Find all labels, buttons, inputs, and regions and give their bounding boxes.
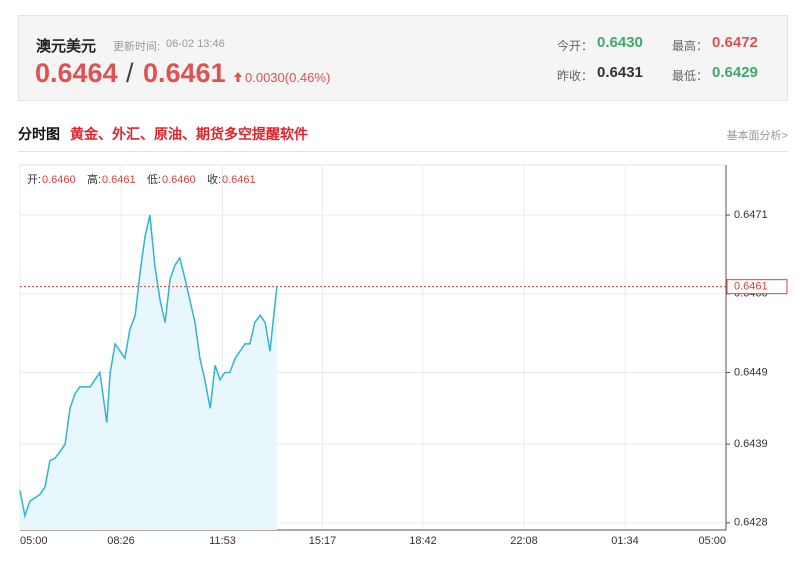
price-separator: / xyxy=(126,58,134,88)
update-time: 06-02 13:46 xyxy=(166,38,225,50)
summary-value: 0.6460 xyxy=(162,174,196,186)
reference-label: 0.6461 xyxy=(734,281,768,293)
bid-price: 0.6464 xyxy=(35,58,118,88)
x-tick-label: 05:00 xyxy=(698,535,726,547)
stat-label: 今开： xyxy=(557,39,594,53)
summary-value: 0.6461 xyxy=(102,174,136,186)
price-change: 0.0030(0.46%) xyxy=(245,70,331,85)
section-title: 分时图 xyxy=(18,126,60,142)
quote-header xyxy=(18,15,788,101)
divider xyxy=(18,151,788,152)
x-tick-label: 11:53 xyxy=(209,535,236,547)
summary-label: 低: xyxy=(147,173,161,186)
symbol-name: 澳元美元 xyxy=(36,38,97,55)
stat-value: 0.6431 xyxy=(597,64,643,81)
summary-label: 收: xyxy=(207,172,221,186)
x-tick-label: 18:42 xyxy=(409,535,437,547)
stat-value: 0.6472 xyxy=(712,34,758,51)
y-tick-label: 0.6428 xyxy=(734,517,768,529)
y-tick-label: 0.6439 xyxy=(734,438,768,450)
chart: 05:00 08:26 11:53 15:17 18:42 22:08 01:34 05:00… xyxy=(19,164,788,547)
area-fill xyxy=(20,215,277,530)
y-tick-label: 0.6471 xyxy=(734,209,768,221)
update-label: 更新时间: xyxy=(113,41,161,53)
summary-label: 高: xyxy=(87,172,101,186)
stat-value: 0.6430 xyxy=(597,34,643,51)
analysis-link[interactable]: 基本面分析> xyxy=(726,130,788,142)
price-line xyxy=(19,214,278,519)
y-tick-label: 0.6449 xyxy=(734,366,768,378)
x-tick-label: 05:00 xyxy=(20,535,48,547)
ask-price: 0.6461 xyxy=(143,58,226,88)
stat-value: 0.6429 xyxy=(712,64,758,81)
stat-label: 最高： xyxy=(672,39,709,53)
stat-label: 最低： xyxy=(672,69,709,83)
summary-value: 0.6461 xyxy=(222,174,256,186)
promo-link[interactable]: 黄金、外汇、原油、期货多空提醒软件 xyxy=(70,126,308,142)
summary-label: 开: xyxy=(27,174,41,186)
summary-value: 0.6460 xyxy=(42,174,76,186)
stat-label: 昨收： xyxy=(557,69,594,83)
x-tick-label: 01:34 xyxy=(611,535,639,547)
reference-label-box xyxy=(726,279,788,295)
x-tick-label: 15:17 xyxy=(309,535,337,547)
up-arrow xyxy=(234,72,242,82)
x-tick-label: 22:08 xyxy=(510,535,538,547)
x-tick-label: 08:26 xyxy=(107,535,135,547)
